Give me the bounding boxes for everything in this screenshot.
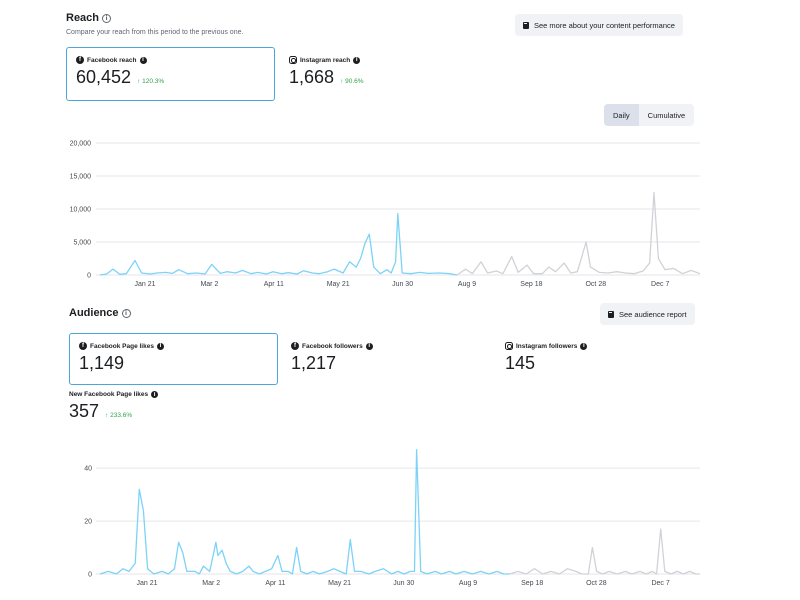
book-icon xyxy=(608,310,614,318)
facebook-followers-value: 1,217 xyxy=(291,353,337,373)
x-tick-label: Jan 21 xyxy=(136,580,157,587)
facebook-icon: f xyxy=(79,342,87,350)
x-tick-label: Oct 28 xyxy=(586,580,607,587)
instagram-followers-card[interactable]: Instagram followers i 145 xyxy=(496,334,696,384)
instagram-followers-label: Instagram followers i xyxy=(505,342,687,350)
facebook-reach-label-text: Facebook reach xyxy=(87,56,137,64)
new-page-likes-delta-text: 233.6% xyxy=(110,412,133,419)
facebook-reach-label: f Facebook reach i xyxy=(76,56,265,64)
see-audience-report-label: See audience report xyxy=(619,309,687,319)
book-icon xyxy=(523,21,529,29)
new-page-likes-metric: New Facebook Page likes i 357 ↑ 233.6% xyxy=(60,383,260,427)
instagram-reach-delta: ↑ 90.6% xyxy=(340,78,364,85)
x-tick-label: Dec 7 xyxy=(651,281,669,288)
info-icon[interactable]: i xyxy=(139,56,147,64)
info-icon[interactable]: i xyxy=(156,342,164,350)
info-icon[interactable]: i xyxy=(353,56,361,64)
y-tick-label: 0 xyxy=(87,273,91,280)
facebook-followers-label-text: Facebook followers xyxy=(302,342,363,350)
x-tick-label: Jan 21 xyxy=(134,281,155,288)
x-tick-label: Apr 11 xyxy=(265,580,285,587)
facebook-followers-label: f Facebook followers i xyxy=(291,342,473,350)
info-icon[interactable]: i xyxy=(102,13,112,23)
facebook-page-likes-value: 1,149 xyxy=(79,353,125,373)
y-tick-label: 40 xyxy=(84,466,92,473)
facebook-page-likes-card[interactable]: f Facebook Page likes i 1,149 xyxy=(69,333,278,385)
audience-title: Audience i xyxy=(69,307,131,319)
new-page-likes-label: New Facebook Page likes i xyxy=(69,391,251,398)
facebook-reach-card[interactable]: f Facebook reach i 60,452 ↑ 120.3% xyxy=(66,47,275,101)
daily-cumulative-toggle: Daily Cumulative xyxy=(604,104,695,126)
reach-title-text: Reach xyxy=(66,12,100,24)
facebook-reach-value: 60,452 xyxy=(76,67,132,87)
series-line xyxy=(509,528,700,575)
instagram-reach-label: Instagram reach i xyxy=(289,56,471,64)
reach-subtitle: Compare your reach from this period to t… xyxy=(66,29,244,36)
info-icon[interactable]: i xyxy=(151,391,159,398)
y-tick-label: 10,000 xyxy=(70,207,92,214)
y-tick-label: 15,000 xyxy=(70,174,92,181)
arrow-up-icon: ↑ xyxy=(105,412,111,419)
series-line xyxy=(456,191,701,276)
daily-toggle-button[interactable]: Daily xyxy=(604,104,639,126)
facebook-icon: f xyxy=(76,56,84,64)
instagram-followers-value: 145 xyxy=(505,353,536,373)
info-icon[interactable]: i xyxy=(121,308,131,318)
facebook-page-likes-label: f Facebook Page likes i xyxy=(79,342,268,350)
y-tick-label: 20 xyxy=(84,519,92,526)
see-content-performance-button[interactable]: See more about your content performance xyxy=(515,14,683,36)
y-tick-label: 0 xyxy=(88,572,92,579)
facebook-icon: f xyxy=(291,342,299,350)
x-tick-label: Mar 2 xyxy=(200,281,218,288)
info-icon[interactable]: i xyxy=(580,342,588,350)
x-tick-label: Aug 9 xyxy=(458,281,476,288)
facebook-page-likes-label-text: Facebook Page likes xyxy=(90,342,154,350)
x-tick-label: May 21 xyxy=(327,281,350,288)
instagram-followers-label-text: Instagram followers xyxy=(516,342,578,350)
series-line xyxy=(99,448,510,575)
instagram-reach-card[interactable]: Instagram reach i 1,668 ↑ 90.6% xyxy=(280,48,480,100)
instagram-reach-value: 1,668 xyxy=(289,67,335,87)
audience-title-text: Audience xyxy=(69,307,119,319)
new-page-likes-delta: ↑ 233.6% xyxy=(105,412,132,419)
arrow-up-icon: ↑ xyxy=(340,78,346,85)
info-icon[interactable]: i xyxy=(365,342,373,350)
instagram-reach-label-text: Instagram reach xyxy=(300,56,351,64)
x-tick-label: Dec 7 xyxy=(651,580,669,587)
facebook-reach-delta: ↑ 120.3% xyxy=(137,78,164,85)
instagram-icon xyxy=(289,56,297,64)
series-line xyxy=(99,212,458,276)
y-tick-label: 20,000 xyxy=(70,141,92,148)
facebook-reach-delta-text: 120.3% xyxy=(142,78,165,85)
x-tick-label: Jun 30 xyxy=(392,281,413,288)
x-tick-label: Sep 18 xyxy=(521,580,543,587)
cumulative-toggle-button[interactable]: Cumulative xyxy=(647,110,686,120)
new-page-likes-value: 357 xyxy=(69,401,100,421)
x-tick-label: Jun 30 xyxy=(393,580,414,587)
new-page-likes-label-text: New Facebook Page likes xyxy=(69,391,149,398)
instagram-icon xyxy=(505,342,513,350)
x-tick-label: Sep 18 xyxy=(520,281,542,288)
arrow-up-icon: ↑ xyxy=(137,78,143,85)
y-tick-label: 5,000 xyxy=(73,240,91,247)
x-tick-label: Mar 2 xyxy=(202,580,220,587)
x-tick-label: Apr 11 xyxy=(264,281,284,288)
reach-title: Reach i xyxy=(66,12,112,24)
x-tick-label: May 21 xyxy=(328,580,351,587)
x-tick-label: Oct 28 xyxy=(585,281,606,288)
see-content-performance-label: See more about your content performance xyxy=(534,20,675,30)
see-audience-report-button[interactable]: See audience report xyxy=(600,303,695,325)
facebook-followers-card[interactable]: f Facebook followers i 1,217 xyxy=(282,334,482,384)
instagram-reach-delta-text: 90.6% xyxy=(345,78,364,85)
x-tick-label: Aug 9 xyxy=(459,580,477,587)
